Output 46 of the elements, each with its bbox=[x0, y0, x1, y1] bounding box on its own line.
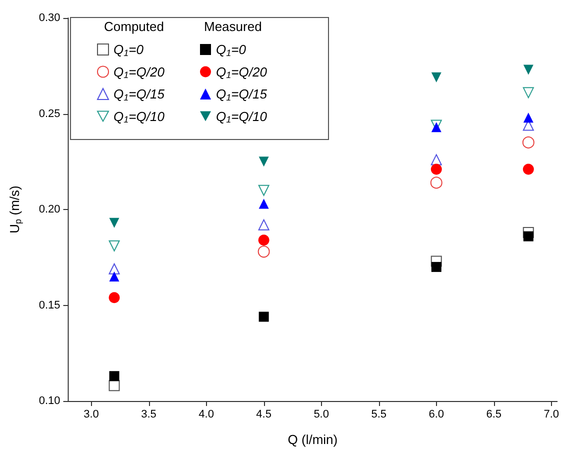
point bbox=[258, 219, 270, 230]
point bbox=[108, 292, 120, 304]
point bbox=[108, 240, 120, 252]
point bbox=[258, 156, 269, 167]
point bbox=[522, 87, 534, 98]
point bbox=[109, 218, 120, 228]
x-tick-label: 6.5 bbox=[486, 408, 502, 420]
point bbox=[523, 64, 534, 75]
y-tick-label: 0.20 bbox=[38, 204, 60, 216]
y-tick-label: 0.30 bbox=[38, 12, 60, 24]
x-tick-label: 4.5 bbox=[256, 408, 272, 420]
point bbox=[431, 72, 442, 82]
point bbox=[431, 122, 442, 132]
point bbox=[522, 164, 534, 175]
point bbox=[430, 256, 442, 267]
y-tick-label: 0.15 bbox=[38, 299, 60, 312]
point bbox=[522, 136, 534, 148]
x-tick-label: 3.5 bbox=[141, 408, 156, 420]
point bbox=[258, 198, 269, 209]
point bbox=[258, 312, 269, 322]
annotation: Computed bbox=[104, 19, 164, 34]
x-tick-label: 4.0 bbox=[198, 408, 214, 420]
point bbox=[431, 262, 442, 272]
point bbox=[108, 263, 120, 274]
point bbox=[258, 184, 270, 196]
point bbox=[258, 246, 270, 258]
point bbox=[109, 371, 120, 382]
x-axis-title: Q (l/min) bbox=[288, 432, 338, 447]
x-tick-label: 7.0 bbox=[544, 408, 560, 420]
point bbox=[109, 272, 120, 282]
x-tick-label: 3.0 bbox=[84, 408, 99, 420]
point bbox=[523, 231, 534, 242]
point bbox=[430, 176, 442, 189]
x-tick-label: 6.0 bbox=[428, 408, 444, 420]
point bbox=[108, 380, 120, 392]
y-tick-label: 0.10 bbox=[38, 395, 60, 407]
y-tick-label: 0.25 bbox=[38, 108, 60, 120]
x-tick-label: 5.0 bbox=[314, 408, 329, 420]
point bbox=[522, 226, 534, 238]
point bbox=[523, 112, 534, 123]
point bbox=[430, 164, 442, 175]
annotation: Measured bbox=[204, 19, 262, 34]
point bbox=[430, 154, 442, 166]
point bbox=[258, 234, 270, 246]
y-axis-title: Up (m/s) bbox=[7, 186, 23, 234]
x-tick-label: 5.5 bbox=[371, 408, 386, 420]
